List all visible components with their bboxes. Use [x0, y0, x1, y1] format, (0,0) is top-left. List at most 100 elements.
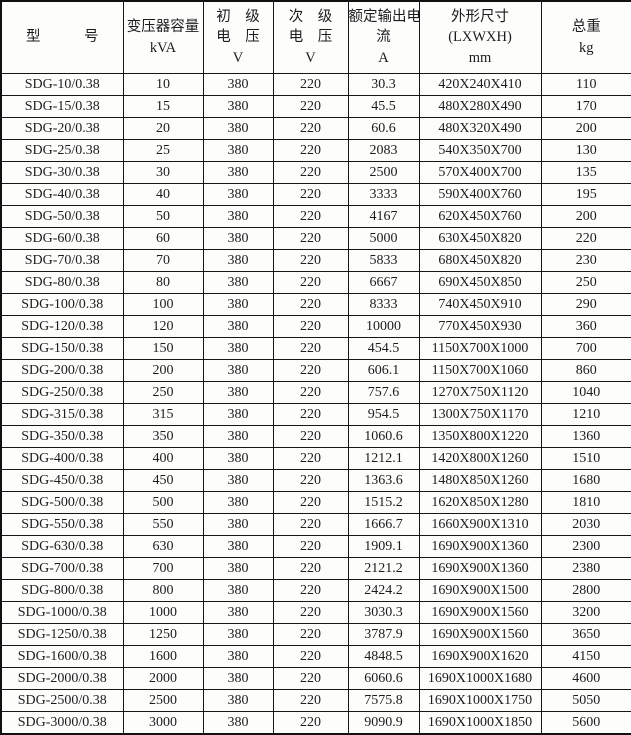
- cell-dimensions: 1690X900X1560: [419, 624, 541, 646]
- cell-output-current: 10000: [348, 316, 419, 338]
- cell-primary-voltage: 380: [203, 668, 273, 690]
- cell-dimensions: 1620X850X1280: [419, 492, 541, 514]
- cell-model: SDG-315/0.38: [1, 404, 123, 426]
- cell-secondary-voltage: 220: [273, 602, 348, 624]
- cell-weight: 4600: [541, 668, 631, 690]
- cell-dimensions: 1690X1000X1750: [419, 690, 541, 712]
- column-header-secondary-voltage-line: 电 压: [274, 27, 348, 47]
- cell-primary-voltage: 380: [203, 206, 273, 228]
- cell-capacity: 50: [123, 206, 203, 228]
- cell-weight: 5050: [541, 690, 631, 712]
- cell-output-current: 45.5: [348, 96, 419, 118]
- cell-output-current: 1909.1: [348, 536, 419, 558]
- cell-dimensions: 740X450X910: [419, 294, 541, 316]
- cell-model: SDG-550/0.38: [1, 514, 123, 536]
- cell-output-current: 1363.6: [348, 470, 419, 492]
- cell-weight: 4150: [541, 646, 631, 668]
- cell-model: SDG-450/0.38: [1, 470, 123, 492]
- cell-output-current: 4848.5: [348, 646, 419, 668]
- cell-dimensions: 680X450X820: [419, 250, 541, 272]
- cell-secondary-voltage: 220: [273, 272, 348, 294]
- cell-primary-voltage: 380: [203, 492, 273, 514]
- cell-weight: 5600: [541, 712, 631, 735]
- column-header-capacity-line: kVA: [124, 38, 203, 58]
- cell-primary-voltage: 380: [203, 558, 273, 580]
- cell-capacity: 550: [123, 514, 203, 536]
- cell-capacity: 1250: [123, 624, 203, 646]
- cell-secondary-voltage: 220: [273, 558, 348, 580]
- cell-dimensions: 630X450X820: [419, 228, 541, 250]
- cell-primary-voltage: 380: [203, 162, 273, 184]
- cell-primary-voltage: 380: [203, 382, 273, 404]
- column-header-secondary-voltage-line: 次 级: [274, 7, 348, 27]
- cell-capacity: 100: [123, 294, 203, 316]
- cell-weight: 170: [541, 96, 631, 118]
- cell-output-current: 60.6: [348, 118, 419, 140]
- cell-model: SDG-80/0.38: [1, 272, 123, 294]
- cell-weight: 360: [541, 316, 631, 338]
- cell-capacity: 150: [123, 338, 203, 360]
- cell-model: SDG-2500/0.38: [1, 690, 123, 712]
- cell-secondary-voltage: 220: [273, 426, 348, 448]
- column-header-primary-voltage-line: V: [204, 48, 273, 68]
- cell-primary-voltage: 380: [203, 228, 273, 250]
- cell-output-current: 7575.8: [348, 690, 419, 712]
- cell-output-current: 4167: [348, 206, 419, 228]
- cell-primary-voltage: 380: [203, 426, 273, 448]
- cell-output-current: 954.5: [348, 404, 419, 426]
- cell-model: SDG-30/0.38: [1, 162, 123, 184]
- cell-primary-voltage: 380: [203, 96, 273, 118]
- column-header-model-line: 型 号: [2, 27, 123, 47]
- cell-primary-voltage: 380: [203, 250, 273, 272]
- cell-dimensions: 1150X700X1000: [419, 338, 541, 360]
- cell-secondary-voltage: 220: [273, 580, 348, 602]
- cell-weight: 195: [541, 184, 631, 206]
- cell-secondary-voltage: 220: [273, 206, 348, 228]
- cell-weight: 135: [541, 162, 631, 184]
- cell-capacity: 60: [123, 228, 203, 250]
- cell-dimensions: 770X450X930: [419, 316, 541, 338]
- cell-output-current: 6667: [348, 272, 419, 294]
- cell-dimensions: 590X400X760: [419, 184, 541, 206]
- cell-capacity: 630: [123, 536, 203, 558]
- column-header-dimensions: 外形尺寸(LXWXH)mm: [419, 1, 541, 74]
- cell-output-current: 757.6: [348, 382, 419, 404]
- cell-dimensions: 480X280X490: [419, 96, 541, 118]
- column-header-dimensions-line: 外形尺寸: [420, 7, 541, 27]
- cell-dimensions: 1480X850X1260: [419, 470, 541, 492]
- cell-capacity: 400: [123, 448, 203, 470]
- cell-output-current: 1666.7: [348, 514, 419, 536]
- cell-primary-voltage: 380: [203, 294, 273, 316]
- cell-weight: 2380: [541, 558, 631, 580]
- cell-capacity: 3000: [123, 712, 203, 735]
- cell-capacity: 2500: [123, 690, 203, 712]
- cell-output-current: 2083: [348, 140, 419, 162]
- cell-model: SDG-250/0.38: [1, 382, 123, 404]
- cell-secondary-voltage: 220: [273, 690, 348, 712]
- cell-model: SDG-800/0.38: [1, 580, 123, 602]
- cell-primary-voltage: 380: [203, 536, 273, 558]
- cell-weight: 860: [541, 360, 631, 382]
- cell-weight: 1810: [541, 492, 631, 514]
- cell-weight: 1680: [541, 470, 631, 492]
- cell-model: SDG-25/0.38: [1, 140, 123, 162]
- cell-primary-voltage: 380: [203, 646, 273, 668]
- cell-secondary-voltage: 220: [273, 96, 348, 118]
- cell-weight: 250: [541, 272, 631, 294]
- cell-weight: 130: [541, 140, 631, 162]
- cell-secondary-voltage: 220: [273, 404, 348, 426]
- cell-model: SDG-70/0.38: [1, 250, 123, 272]
- column-header-weight-line: 总重: [542, 17, 631, 37]
